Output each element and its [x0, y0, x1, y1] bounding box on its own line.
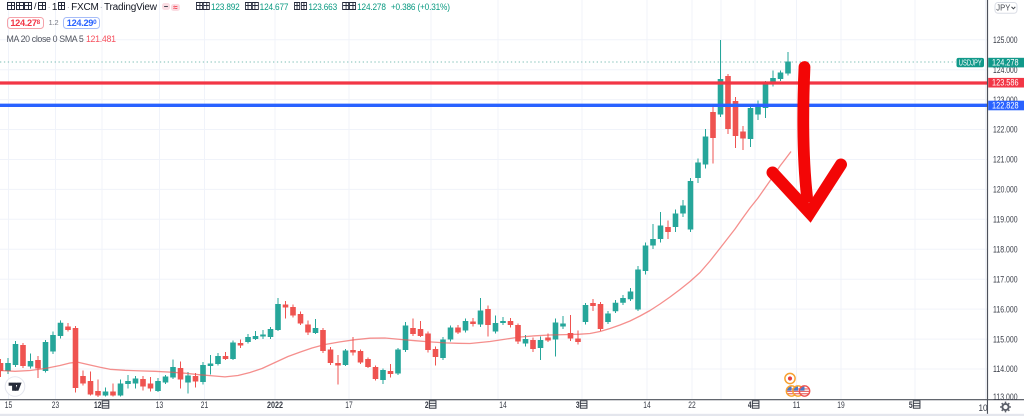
svg-text:USDJPY: USDJPY	[959, 58, 983, 67]
svg-text:13: 13	[156, 400, 163, 410]
svg-text:114.000: 114.000	[993, 364, 1018, 374]
svg-text:22: 22	[688, 400, 695, 410]
svg-text:124.000: 124.000	[993, 65, 1018, 75]
svg-text:120.000: 120.000	[993, 185, 1018, 195]
svg-text:15: 15	[5, 400, 12, 410]
svg-text:113.000: 113.000	[993, 392, 1018, 402]
svg-text:4: 4	[748, 400, 752, 410]
svg-text:17: 17	[345, 400, 352, 410]
svg-text:119.000: 119.000	[993, 215, 1018, 225]
svg-text:121.000: 121.000	[993, 155, 1018, 165]
svg-text:23: 23	[52, 400, 59, 410]
svg-text:5: 5	[909, 400, 913, 410]
svg-text:2: 2	[425, 400, 429, 410]
svg-text:123.000: 123.000	[993, 95, 1018, 105]
svg-text:JPY: JPY	[996, 4, 1011, 13]
svg-text:21: 21	[201, 400, 208, 410]
svg-text:3: 3	[576, 400, 580, 410]
svg-text:115.000: 115.000	[993, 334, 1018, 344]
svg-text:10: 10	[979, 403, 988, 413]
svg-text:124.278: 124.278	[992, 58, 1019, 68]
svg-text:11: 11	[793, 400, 800, 410]
svg-text:118.000: 118.000	[993, 245, 1018, 255]
svg-text:19: 19	[837, 400, 844, 410]
svg-text:122.000: 122.000	[993, 125, 1018, 135]
svg-text:14: 14	[643, 400, 650, 410]
svg-text:123.586: 123.586	[992, 78, 1019, 88]
svg-text:2022: 2022	[267, 400, 283, 410]
svg-text:12: 12	[94, 400, 101, 410]
svg-text:116.000: 116.000	[993, 304, 1018, 314]
svg-text:117.000: 117.000	[993, 274, 1018, 284]
svg-text:14: 14	[499, 400, 506, 410]
svg-text:125.000: 125.000	[993, 35, 1018, 45]
svg-text:122.828: 122.828	[992, 100, 1019, 110]
